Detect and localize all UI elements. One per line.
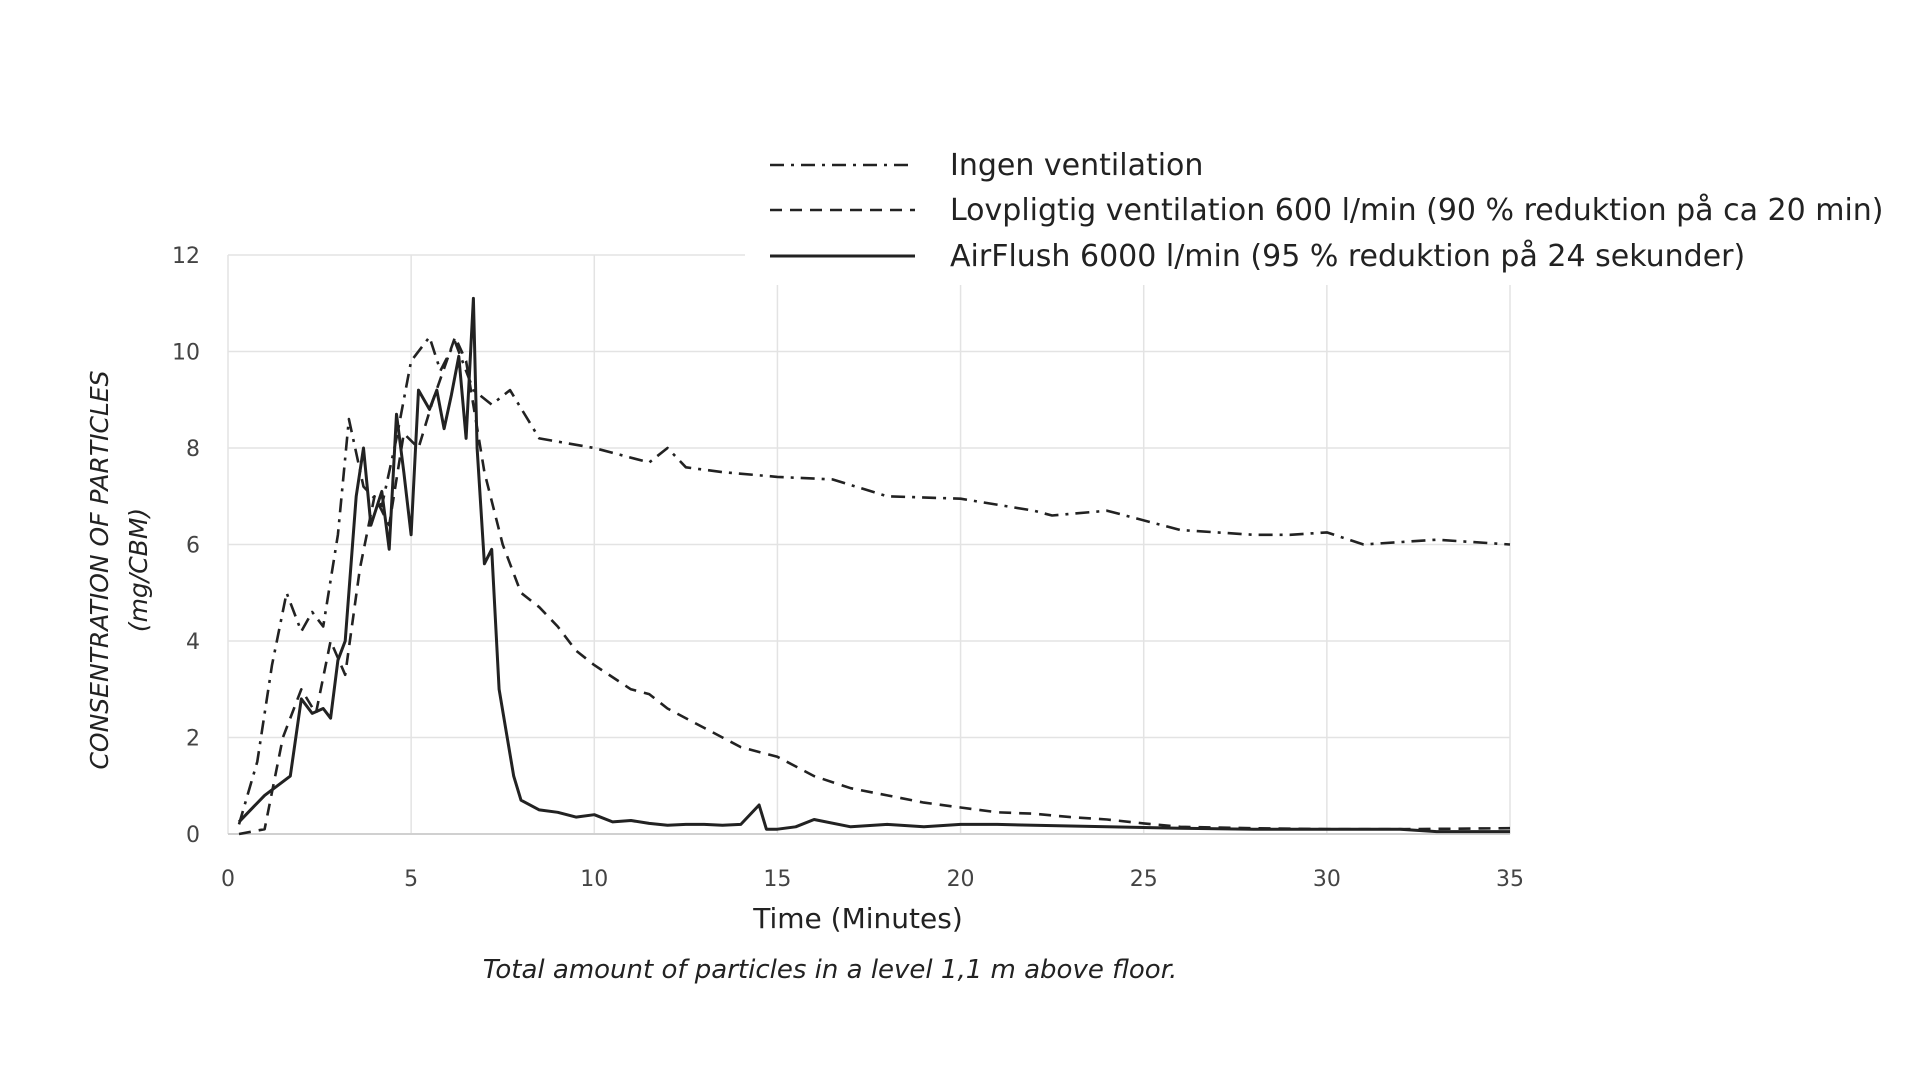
x-tick-label: 0 [221,867,235,892]
series-line-2 [238,335,1511,836]
y-axis-unit: (mg/CBM) [124,508,153,632]
y-axis-label: CONSENTRATION OF PARTICLES [85,370,114,769]
axes: 0 2 4 6 8 10 12 0 5 10 15 20 25 30 35 [172,244,1524,892]
chart-caption: Total amount of particles in a level 1,1… [483,955,1178,985]
x-tick-label: 5 [404,867,418,892]
series-line-3 [237,296,1510,834]
series-line-1 [237,335,1511,825]
y-tick-label: 6 [186,534,200,559]
y-tick-label: 2 [186,727,200,752]
legend-label-1: Ingen ventilation [950,148,1203,183]
x-tick-label: 25 [1130,867,1158,892]
x-tick-label: 15 [763,867,791,892]
y-tick-label: 12 [172,244,200,269]
series-lines [237,296,1511,836]
x-tick-label: 10 [580,867,608,892]
y-tick-label: 10 [172,341,200,366]
y-tick-label: 4 [186,630,200,655]
legend-background [745,135,1895,285]
y-tick-label: 8 [186,437,200,462]
grid [227,254,1511,835]
x-tick-label: 30 [1313,867,1341,892]
legend-label-3: AirFlush 6000 l/min (95 % reduktion på 2… [950,239,1745,274]
x-tick-label: 35 [1496,867,1524,892]
x-tick-label: 20 [947,867,975,892]
y-tick-label: 0 [186,823,200,848]
legend: Ingen ventilation Lovpligtig ventilation … [770,148,1884,274]
x-axis-label: Time (Minutes) [752,902,963,935]
legend-label-2: Lovpligtig ventilation 600 l/min (90 % r… [950,193,1884,228]
